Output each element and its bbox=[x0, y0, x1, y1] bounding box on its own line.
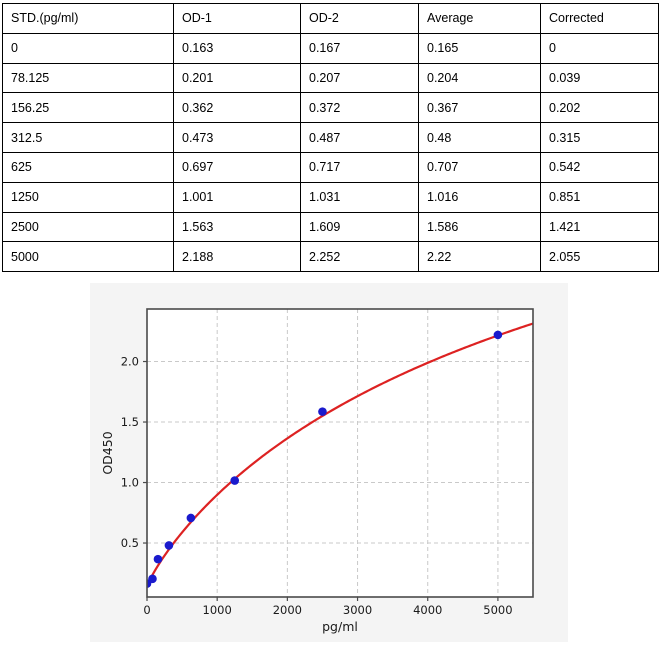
table-cell: 0.487 bbox=[300, 122, 419, 153]
table-cell: 2500 bbox=[2, 211, 174, 243]
table-row: 5000 2.188 2.252 2.22 2.055 bbox=[2, 241, 659, 273]
table-cell: 156.25 bbox=[2, 92, 174, 124]
table-row: 78.125 0.201 0.207 0.204 0.039 bbox=[2, 62, 659, 94]
x-tick-label: 3000 bbox=[343, 603, 372, 617]
table-cell: 0.48 bbox=[418, 122, 541, 153]
x-tick-label: 5000 bbox=[483, 603, 512, 617]
data-point bbox=[164, 541, 174, 550]
table-header-row: STD.(pg/ml) OD-1 OD-2 Average Corrected bbox=[2, 3, 659, 34]
data-point bbox=[230, 476, 240, 485]
x-tick-label: 0 bbox=[143, 603, 150, 617]
table-row: 1250 1.001 1.031 1.016 0.851 bbox=[2, 181, 659, 213]
x-tick-label: 2000 bbox=[273, 603, 302, 617]
table-cell: 1250 bbox=[2, 181, 174, 213]
plot-area bbox=[147, 309, 533, 597]
header-od2: OD-2 bbox=[300, 3, 419, 34]
table-cell: 5000 bbox=[2, 241, 174, 273]
data-point bbox=[318, 407, 327, 416]
table-cell: 0.697 bbox=[173, 151, 301, 183]
table-cell: 78.125 bbox=[2, 62, 174, 94]
table-cell: 0.202 bbox=[540, 92, 659, 124]
standard-curve-figure: 0 1000 2000 3000 4000 5000 0.5 1.0 1.5 2.0 pg/ml OD… bbox=[90, 283, 568, 642]
table-cell: 0.372 bbox=[300, 92, 419, 124]
table-cell: 0.717 bbox=[300, 151, 419, 183]
table-cell: 1.609 bbox=[300, 211, 419, 243]
table-cell: 0.362 bbox=[173, 92, 301, 124]
table-cell: 1.001 bbox=[173, 181, 301, 213]
x-tick-label: 4000 bbox=[413, 603, 442, 617]
table-cell: 0 bbox=[2, 32, 174, 64]
header-std: STD.(pg/ml) bbox=[2, 3, 174, 34]
table-row: 2500 1.563 1.609 1.586 1.421 bbox=[2, 211, 659, 243]
table-cell: 0.207 bbox=[300, 62, 419, 94]
table-cell: 0.707 bbox=[418, 151, 541, 183]
table-cell: 1.031 bbox=[300, 181, 419, 213]
fit-curve bbox=[147, 322, 533, 587]
table-cell: 1.563 bbox=[173, 211, 301, 243]
table-cell: 0.367 bbox=[418, 92, 541, 124]
table-cell: 0.473 bbox=[173, 122, 301, 153]
data-point bbox=[493, 330, 503, 340]
table-cell: 0.039 bbox=[540, 62, 659, 94]
standard-curve-chart: 0 1000 2000 3000 4000 5000 0.5 1.0 1.5 2.0 pg/ml OD… bbox=[100, 308, 534, 634]
y-tick-label: 1.0 bbox=[121, 476, 139, 490]
data-layer bbox=[147, 322, 533, 588]
table-row: 156.25 0.362 0.372 0.367 0.202 bbox=[2, 92, 659, 124]
data-point bbox=[186, 513, 196, 523]
header-average: Average bbox=[418, 3, 541, 34]
y-tick-label: 0.5 bbox=[121, 536, 139, 550]
x-tick-label: 1000 bbox=[203, 603, 232, 617]
table-cell: 625 bbox=[2, 151, 174, 183]
standard-table: STD.(pg/ml) OD-1 OD-2 Average Corrected … bbox=[2, 3, 659, 273]
table-cell: 312.5 bbox=[2, 122, 174, 153]
y-axis-label: OD450 bbox=[100, 431, 115, 474]
table-cell: 2.252 bbox=[300, 241, 419, 273]
table-row: 312.5 0.473 0.487 0.48 0.315 bbox=[2, 122, 659, 153]
table-row: 625 0.697 0.717 0.707 0.542 bbox=[2, 151, 659, 183]
y-tick-label: 1.5 bbox=[121, 415, 139, 429]
table-cell: 0.201 bbox=[173, 62, 301, 94]
table-cell: 2.22 bbox=[418, 241, 541, 273]
table-cell: 1.016 bbox=[418, 181, 541, 213]
table-cell: 0.315 bbox=[540, 122, 659, 153]
table-cell: 2.188 bbox=[173, 241, 301, 273]
data-point bbox=[153, 554, 163, 564]
table-cell: 0.851 bbox=[540, 181, 659, 213]
header-od1: OD-1 bbox=[173, 3, 301, 34]
plot-border bbox=[146, 308, 534, 598]
data-point bbox=[148, 574, 157, 584]
table-cell: 0.163 bbox=[173, 32, 301, 64]
table-cell: 0.542 bbox=[540, 151, 659, 183]
table-cell: 0 bbox=[540, 32, 659, 64]
table-cell: 1.421 bbox=[540, 211, 659, 243]
table-cell: 0.204 bbox=[418, 62, 541, 94]
table-row: 0 0.163 0.167 0.165 0 bbox=[2, 32, 659, 64]
table-cell: 1.586 bbox=[418, 211, 541, 243]
y-tick-label: 2.0 bbox=[121, 355, 139, 369]
header-corrected: Corrected bbox=[540, 3, 659, 34]
table-cell: 0.167 bbox=[300, 32, 419, 64]
table-cell: 0.165 bbox=[418, 32, 541, 64]
table-cell: 2.055 bbox=[540, 241, 659, 273]
x-axis-label: pg/ml bbox=[322, 619, 358, 634]
